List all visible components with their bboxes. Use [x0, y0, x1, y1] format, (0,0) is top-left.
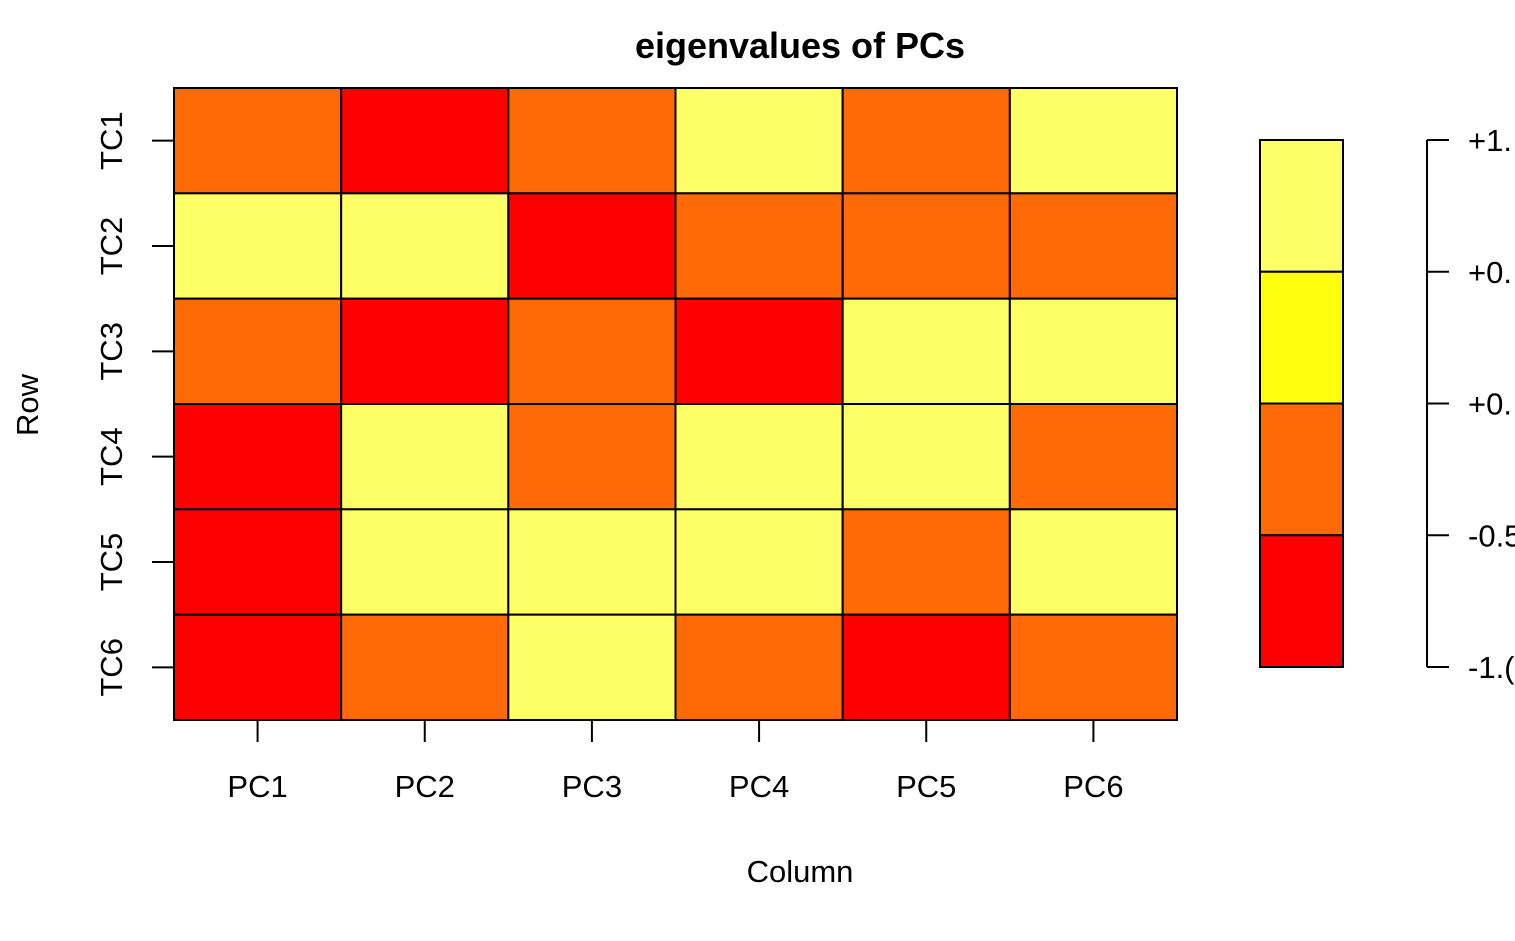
heatmap-cell-tc6-pc1 [173, 613, 343, 722]
heatmap-cell-tc5-pc4 [674, 508, 844, 616]
x-axis: PC1 PC2 PC3 PC4 PC5 PC6 [227, 720, 1124, 804]
heatmap-cell-tc5-pc6 [1008, 508, 1178, 616]
heatmap-cell-tc2-pc3 [507, 192, 677, 300]
x-tick-label: PC4 [729, 769, 789, 804]
heatmap-cell-tc3-pc5 [841, 297, 1011, 405]
heatmap-cell-tc6-pc3 [507, 613, 677, 722]
heatmap-cell-tc3-pc1 [173, 297, 343, 405]
heatmap-cell-tc2-pc6 [1008, 192, 1178, 300]
heatmap-cell-tc4-pc2 [340, 403, 510, 511]
heatmap-cell-tc1-pc1 [173, 87, 343, 195]
heatmap-cell-tc1-pc5 [841, 87, 1011, 195]
legend-tick-label: -0.5 [1468, 518, 1515, 553]
heatmap-cell-tc5-pc1 [173, 508, 343, 616]
heatmap-cell-tc6-pc2 [340, 613, 510, 722]
heatmap-cell-tc1-pc4 [674, 87, 844, 195]
heatmap-cell-tc4-pc1 [173, 403, 343, 511]
y-axis: TC1 TC2 TC3 TC4 TC5 TC6 [94, 111, 174, 697]
heatmap-cell-tc3-pc4 [674, 297, 844, 405]
legend-swatch [1259, 534, 1344, 668]
heatmap-cell-tc1-pc6 [1008, 87, 1178, 195]
x-tick-label: PC6 [1063, 769, 1123, 804]
heatmap-cell-tc1-pc3 [507, 87, 677, 195]
legend-tick-label: +0. [1468, 255, 1512, 290]
y-tick-label: TC3 [94, 322, 129, 381]
heatmap-cell-tc3-pc2 [340, 297, 510, 405]
heatmap-cell-tc6-pc5 [841, 613, 1011, 722]
heatmap-cell-tc4-pc3 [507, 403, 677, 511]
legend-tick-label: +1. [1468, 123, 1512, 158]
heatmap-cell-tc4-pc4 [674, 403, 844, 511]
heatmap-cell-tc2-pc5 [841, 192, 1011, 300]
heatmap-cell-tc2-pc4 [674, 192, 844, 300]
heatmap-cell-tc6-pc4 [674, 613, 844, 722]
legend-tick-label: +0. [1468, 387, 1512, 422]
legend-swatch [1259, 270, 1344, 405]
heatmap-cell-tc4-pc6 [1008, 403, 1178, 511]
x-axis-label: Column [747, 854, 854, 889]
y-tick-label: TC6 [94, 638, 129, 697]
plot-border [173, 87, 1178, 721]
legend-swatch [1259, 402, 1344, 537]
x-tick-label: PC3 [562, 769, 622, 804]
heatmap-cells [173, 87, 1178, 722]
heatmap-cell-tc3-pc3 [507, 297, 677, 405]
heatmap-cell-tc2-pc2 [340, 192, 510, 300]
x-tick-label: PC1 [227, 769, 287, 804]
x-tick-label: PC2 [395, 769, 455, 804]
legend-tick-label: -1.( [1468, 650, 1515, 685]
legend-swatch [1259, 139, 1344, 273]
x-tick-label: PC5 [896, 769, 956, 804]
heatmap-cell-tc4-pc5 [841, 403, 1011, 511]
chart-title: eigenvalues of PCs [635, 25, 965, 66]
heatmap-cell-tc5-pc2 [340, 508, 510, 616]
heatmap-cell-tc2-pc1 [173, 192, 343, 300]
heatmap-cell-tc1-pc2 [340, 87, 510, 195]
y-tick-label: TC4 [94, 427, 129, 486]
heatmap-cell-tc5-pc3 [507, 508, 677, 616]
heatmap-cell-tc3-pc6 [1008, 297, 1178, 405]
color-legend: +1. +0. +0. -0.5 -1.( [1259, 123, 1515, 685]
heatmap-cell-tc5-pc5 [841, 508, 1011, 616]
heatmap-cell-tc6-pc6 [1008, 613, 1178, 722]
y-axis-label: Row [10, 373, 45, 436]
y-tick-label: TC2 [94, 217, 129, 276]
y-tick-label: TC5 [94, 533, 129, 592]
y-tick-label: TC1 [94, 111, 129, 170]
